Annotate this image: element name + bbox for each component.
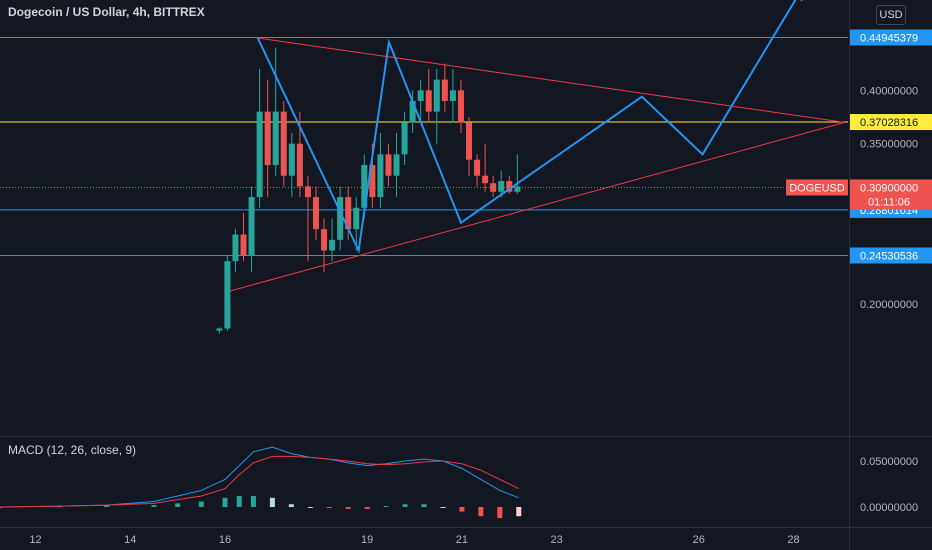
candle-body <box>240 234 247 256</box>
time-tick-label: 26 <box>693 534 705 546</box>
candle-body <box>304 186 311 198</box>
macd-histogram-bar <box>269 497 275 507</box>
candle-body <box>506 181 513 192</box>
candle-body <box>466 122 473 160</box>
macd-histogram-bar <box>459 507 465 512</box>
macd-histogram-bar <box>151 505 157 507</box>
current-price-badge <box>850 179 932 210</box>
macd-histogram-bar <box>222 497 228 507</box>
time-tick-label: 28 <box>787 534 799 546</box>
candle-body <box>264 111 271 166</box>
candle-body <box>474 159 481 176</box>
projection-path <box>256 0 797 254</box>
macd-histogram-bar <box>326 507 332 508</box>
macd-histogram-bar <box>104 505 110 507</box>
candle-body <box>393 154 400 176</box>
candle-body <box>514 186 521 192</box>
candle-body <box>385 154 392 176</box>
time-tick-label: 16 <box>219 534 231 546</box>
candle-body <box>361 165 368 208</box>
candle-body <box>401 122 408 155</box>
candle-body <box>256 111 263 198</box>
price-tick-label: 0.20000000 <box>860 299 918 311</box>
macd-histogram-bar <box>307 507 313 508</box>
macd-histogram-bar <box>421 504 427 507</box>
macd-histogram-bar <box>198 501 204 507</box>
triangle-upper-line <box>257 37 845 123</box>
candle-body <box>321 229 328 251</box>
candle-body <box>369 165 376 198</box>
macd-signal-line <box>0 455 519 508</box>
candle-body <box>441 79 448 101</box>
candle-body <box>482 175 489 184</box>
candle-body <box>490 183 497 192</box>
price-tick-label: 0.40000000 <box>860 85 918 97</box>
triangle-lower-line <box>229 121 845 292</box>
candle-body <box>312 197 319 230</box>
candle-body <box>337 197 344 240</box>
macd-histogram-bar <box>364 507 370 509</box>
macd-tick-label: 0.05000000 <box>860 456 918 468</box>
countdown-text: 01:11:06 <box>868 196 910 208</box>
time-tick-label: 23 <box>551 534 563 546</box>
time-tick-label: 21 <box>456 534 468 546</box>
candle-body <box>353 207 360 230</box>
macd-histogram-bar <box>250 495 256 507</box>
candle-body <box>232 234 239 262</box>
price-level-badge-text: 0.24530536 <box>860 251 918 263</box>
macd-histogram-bar <box>402 504 408 507</box>
price-tick-label: 0.35000000 <box>860 139 918 151</box>
price-level-badge <box>850 114 932 131</box>
macd-tick-label: 0.00000000 <box>860 502 918 514</box>
price-level-badge-text: 0.37028316 <box>860 117 918 129</box>
macd-histogram-bar <box>440 507 446 508</box>
current-price-text: 0.30900000 <box>860 182 918 194</box>
projection-arrowhead <box>800 0 803 1</box>
time-tick-label: 14 <box>124 534 136 546</box>
candle-body <box>272 111 279 166</box>
chart-title: Dogecoin / US Dollar, 4h, BITTREX <box>8 5 205 19</box>
candle-body <box>288 143 295 176</box>
candle-body <box>409 100 416 123</box>
macd-histogram-bar <box>478 507 484 517</box>
macd-histogram-bar <box>288 504 294 507</box>
currency-button[interactable]: USD <box>876 5 906 25</box>
candle-body <box>216 328 223 331</box>
candle-body <box>345 197 352 230</box>
macd-histogram-bar <box>497 507 503 519</box>
macd-histogram-bar <box>383 506 389 508</box>
candle-body <box>433 79 440 112</box>
candle-body <box>449 90 456 101</box>
symbol-badge <box>786 179 848 196</box>
macd-histogram-bar <box>236 495 242 507</box>
candle-body <box>329 239 336 251</box>
candle-body <box>417 90 424 101</box>
candle-body <box>280 111 287 176</box>
macd-histogram-bar <box>516 507 522 517</box>
price-level-badge <box>850 29 932 46</box>
candle-body <box>248 197 255 256</box>
candle-body <box>457 90 464 123</box>
macd-histogram-bar <box>175 503 181 507</box>
price-level-badge <box>850 247 932 264</box>
candle-body <box>425 90 432 112</box>
candle-body <box>296 143 303 187</box>
price-level-badge-text: 0.44945379 <box>860 32 918 44</box>
candle-body <box>498 181 505 192</box>
time-tick-label: 12 <box>29 534 41 546</box>
time-tick-label: 19 <box>361 534 373 546</box>
macd-histogram-bar <box>345 507 351 509</box>
macd-histogram-bar <box>0 507 3 508</box>
macd-indicator-label[interactable]: MACD (12, 26, close, 9) <box>8 443 137 457</box>
candle-body <box>377 154 384 198</box>
symbol-badge-text: DOGEUSD <box>789 182 845 194</box>
candle-body <box>224 261 231 329</box>
